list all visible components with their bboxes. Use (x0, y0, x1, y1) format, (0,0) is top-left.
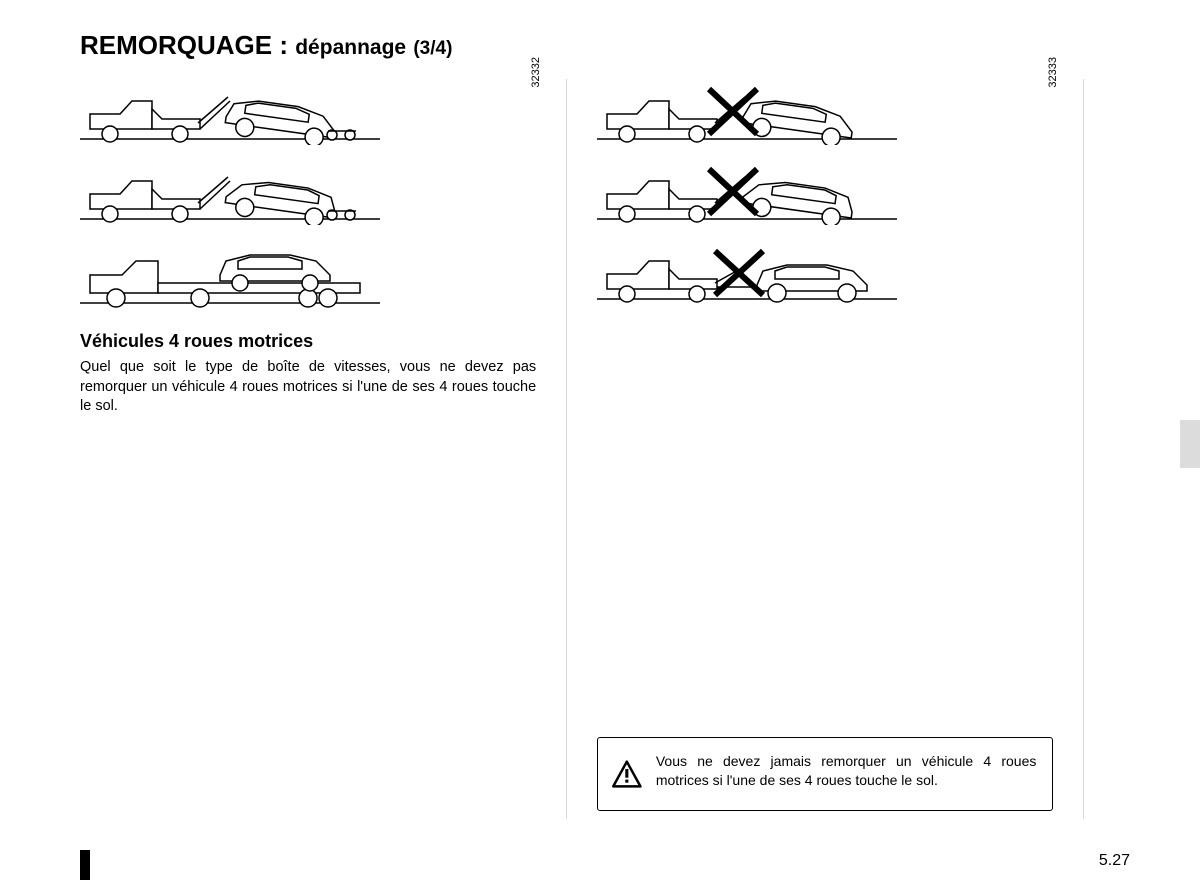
warning-text: Vous ne devez jamais remorquer un véhicu… (656, 752, 1037, 796)
content-columns: 32332 (80, 79, 1130, 819)
spine-registration-mark (80, 850, 90, 880)
towing-diagram-forbidden-3 (597, 239, 897, 305)
left-figure-stack: 32332 (80, 79, 536, 309)
section-heading: Véhicules 4 roues motrices (80, 331, 536, 352)
figure-row (597, 159, 1053, 225)
towing-diagram-allowed-3 (80, 239, 380, 309)
body-paragraph: Quel que soit le type de boîte de vitess… (80, 358, 536, 417)
right-margin-column (1084, 79, 1130, 819)
figure-row: 32333 (597, 79, 1053, 145)
page-number: 5.27 (1099, 852, 1130, 870)
right-figure-stack: 32333 (597, 79, 1053, 305)
title-page-indicator: (3/4) (413, 38, 452, 59)
towing-diagram-forbidden-1 (597, 79, 897, 145)
middle-column: 32333 (567, 79, 1083, 819)
figure-row: 32332 (80, 79, 536, 145)
page-title: REMORQUAGE : dépannage (3/4) (80, 30, 1130, 61)
towing-diagram-forbidden-2 (597, 159, 897, 225)
towing-diagram-allowed-2 (80, 159, 380, 225)
warning-triangle-icon (612, 752, 642, 796)
left-column: 32332 (80, 79, 566, 819)
figure-number-label: 32333 (1047, 57, 1059, 88)
figure-row (597, 239, 1053, 305)
figure-row (80, 239, 536, 309)
figure-row (80, 159, 536, 225)
figure-number-label: 32332 (530, 57, 542, 88)
towing-diagram-allowed-1 (80, 79, 380, 145)
title-main: REMORQUAGE : (80, 30, 288, 60)
title-sub: dépannage (295, 36, 406, 59)
warning-box: Vous ne devez jamais remorquer un véhicu… (597, 737, 1053, 811)
page-edge-tab (1180, 420, 1200, 468)
